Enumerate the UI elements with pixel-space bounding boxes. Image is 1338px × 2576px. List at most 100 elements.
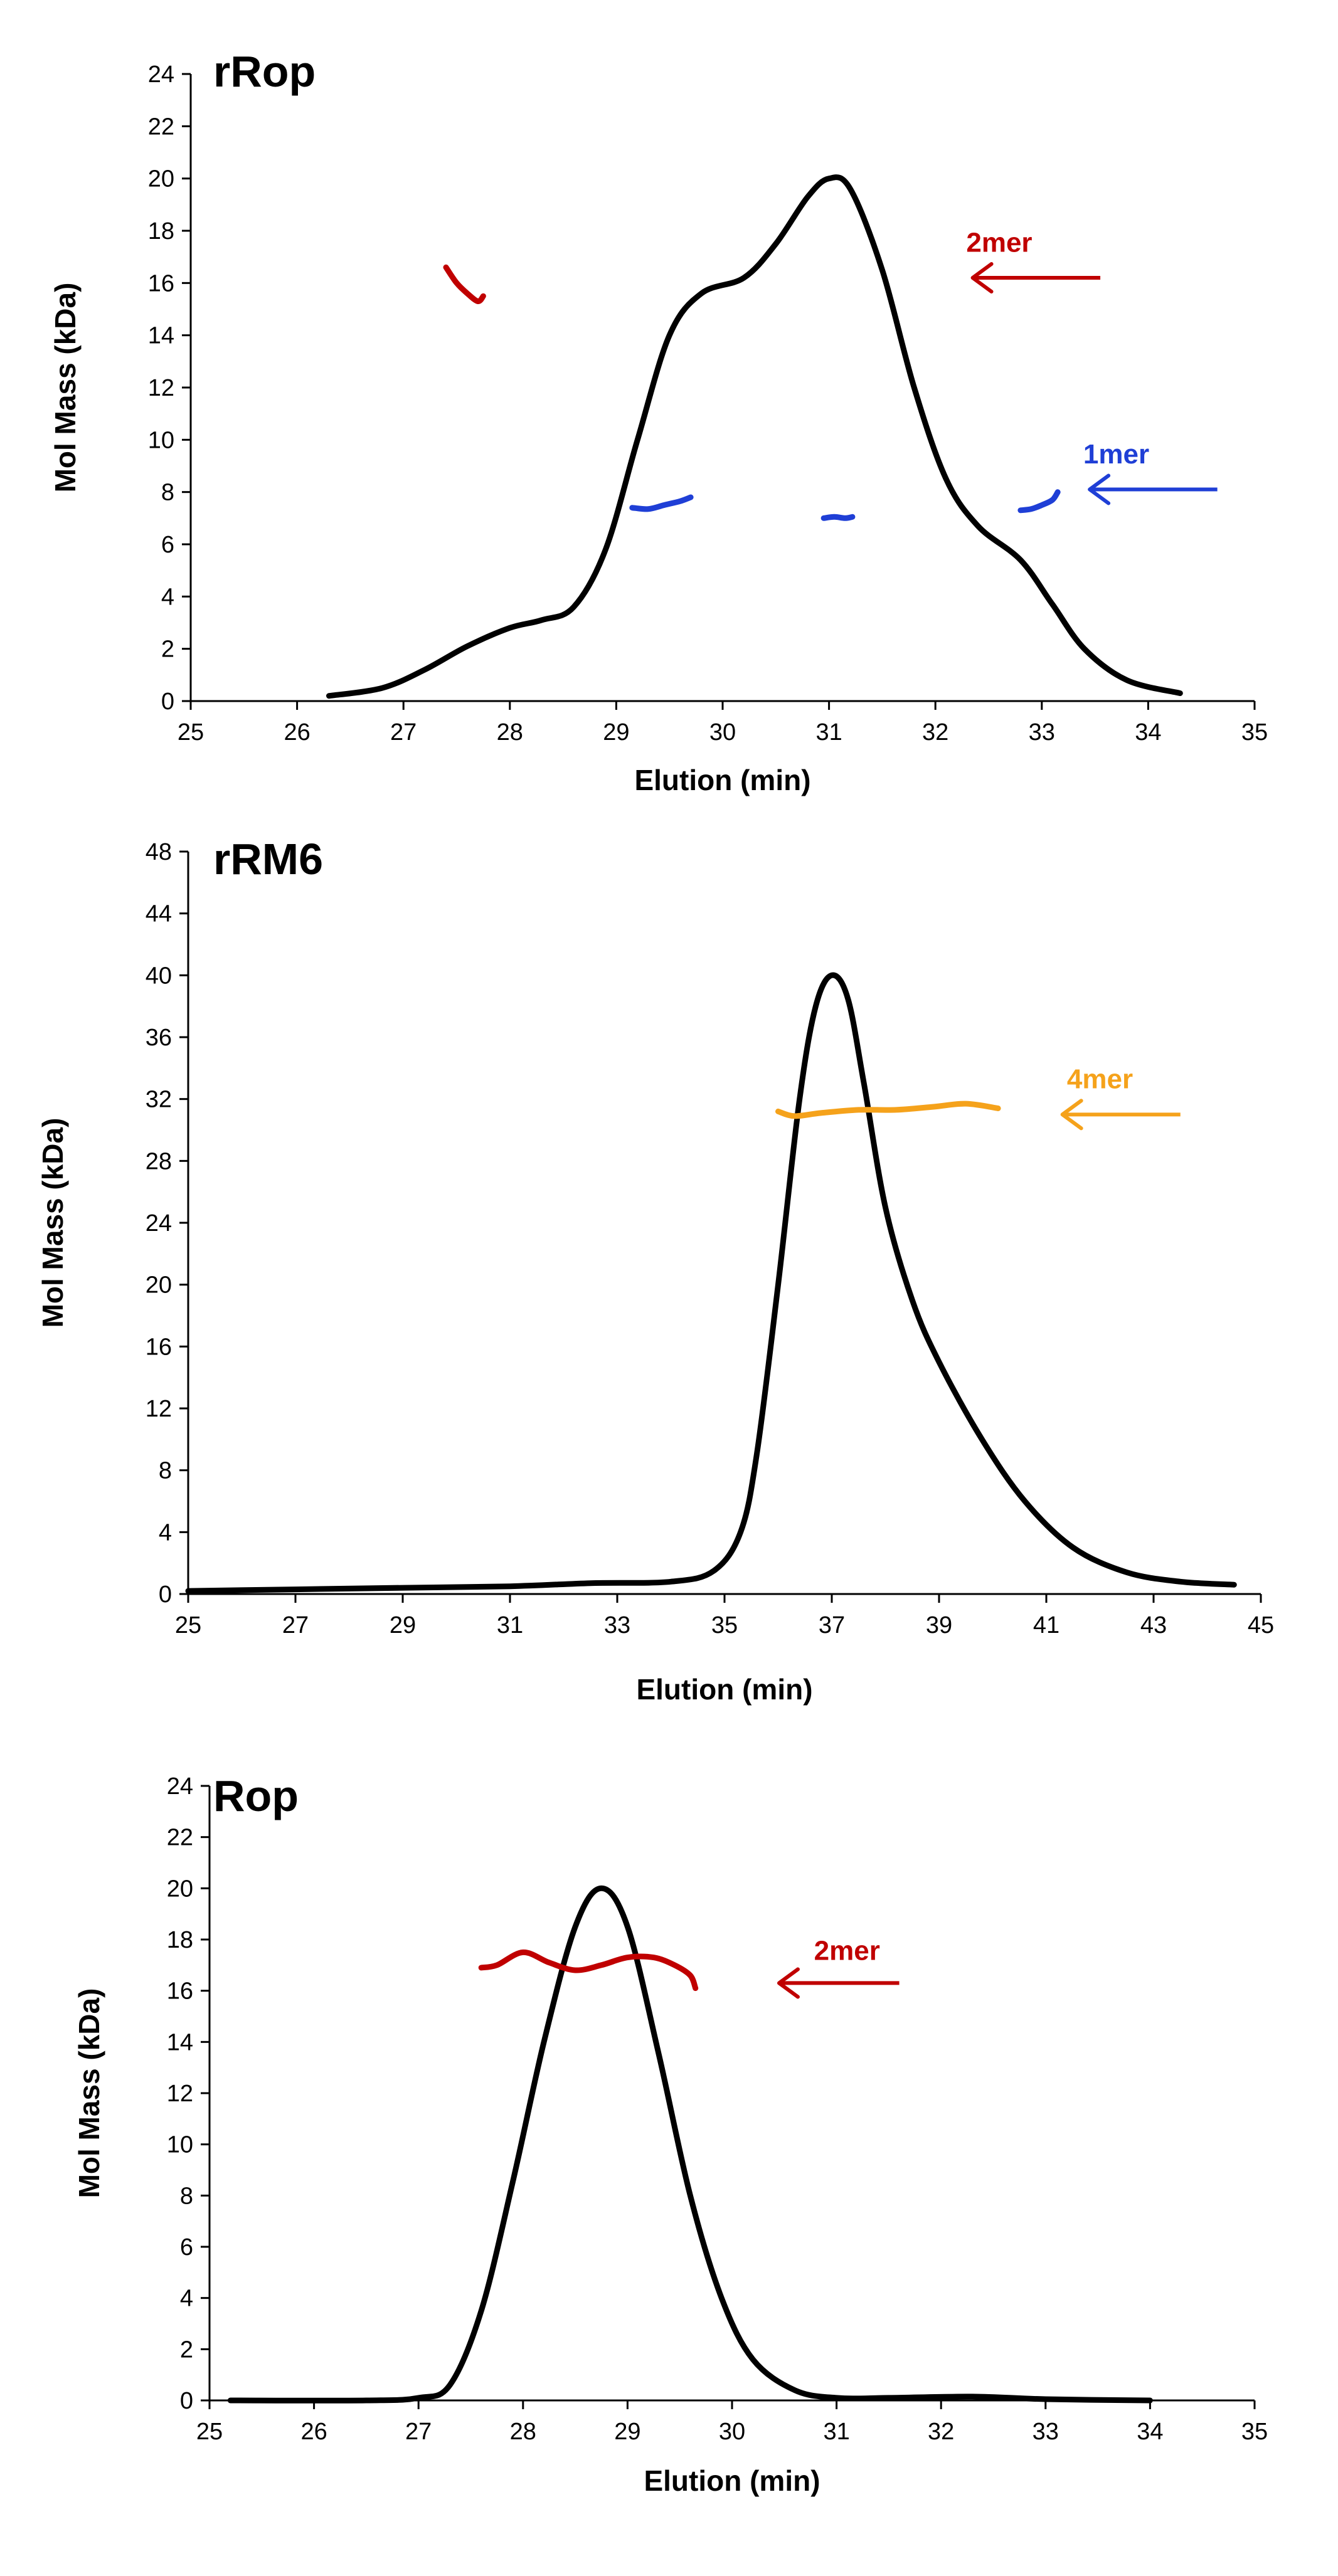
y-tick-label: 20 (148, 166, 174, 193)
y-tick-label: 20 (146, 1272, 172, 1299)
y-axis-label: Mol Mass (kDa) (49, 283, 82, 493)
annotation-label: 4mer (1067, 1064, 1133, 1094)
annotation-arrow-head (1088, 473, 1111, 505)
y-tick-label: 22 (167, 1825, 193, 1851)
x-tick-label: 30 (709, 719, 736, 746)
x-tick-label: 25 (178, 719, 204, 746)
x-tick-label: 31 (823, 2419, 849, 2445)
series-signal-line (326, 174, 1183, 699)
x-tick-label: 30 (719, 2419, 745, 2445)
x-tick-label: 26 (284, 719, 310, 746)
y-tick-label: 48 (146, 839, 172, 865)
chart-panel-Rop: 0 2 4 6 8 10 12 14 16 18 20 22 24 25 26 27 28 29 30 31 32 33 3… (0, 1706, 1338, 2576)
x-tick-label: 25 (175, 1612, 201, 1639)
x-tick-label: 27 (282, 1612, 309, 1639)
x-tick-label: 45 (1248, 1612, 1274, 1639)
x-tick-label: 29 (614, 2419, 640, 2445)
x-tick-label: 28 (497, 719, 523, 746)
x-tick-label: 32 (922, 719, 948, 746)
y-tick-label: 32 (146, 1087, 172, 1113)
x-tick-label: 33 (1033, 2419, 1059, 2445)
chart-title: rRM6 (213, 835, 323, 884)
x-axis-label: Elution (min) (634, 764, 810, 796)
x-tick-label: 29 (603, 719, 629, 746)
x-axis-label: Elution (min) (644, 2464, 820, 2497)
y-tick-label: 0 (180, 2388, 193, 2414)
annotation-arrow-head (970, 262, 994, 293)
x-tick-label: 33 (1029, 719, 1055, 746)
annotation-label: 2mer (814, 1936, 880, 1966)
series-1mer-mass-a-line (629, 494, 694, 512)
x-tick-label: 27 (390, 719, 417, 746)
y-tick-label: 12 (146, 1396, 172, 1422)
x-tick-label: 39 (926, 1612, 952, 1639)
y-tick-label: 0 (159, 1581, 172, 1608)
y-tick-label: 8 (180, 2183, 193, 2209)
y-tick-label: 4 (159, 1519, 172, 1546)
chart-title: Rop (213, 1771, 299, 1820)
series-2mer-mass-line (478, 1949, 699, 1992)
y-tick-label: 40 (146, 963, 172, 989)
y-tick-label: 24 (148, 61, 174, 88)
x-tick-label: 34 (1137, 2419, 1163, 2445)
x-tick-label: 37 (819, 1612, 845, 1639)
y-tick-label: 16 (167, 1978, 193, 2005)
y-tick-label: 22 (148, 113, 174, 140)
y-tick-label: 8 (161, 480, 174, 506)
series-1mer-mass-c-line (1017, 489, 1061, 514)
y-tick-label: 16 (148, 270, 174, 297)
y-tick-label: 24 (167, 1773, 193, 1800)
y-tick-label: 14 (148, 323, 174, 349)
x-tick-label: 29 (390, 1612, 416, 1639)
y-tick-label: 12 (167, 2081, 193, 2107)
chart-panel-rRop: 0 2 4 6 8 10 12 14 16 18 20 22 24 25 26 27 28 29 30 31 32 33 3… (0, 0, 1338, 834)
y-tick-label: 20 (167, 1876, 193, 1902)
y-tick-label: 10 (148, 427, 174, 453)
x-tick-label: 33 (604, 1612, 630, 1639)
y-tick-label: 4 (180, 2286, 193, 2312)
y-tick-label: 2 (161, 636, 174, 663)
x-tick-label: 26 (300, 2419, 327, 2445)
y-tick-label: 10 (167, 2132, 193, 2158)
x-tick-label: 35 (711, 1612, 738, 1639)
x-tick-label: 32 (928, 2419, 954, 2445)
x-tick-label: 25 (196, 2419, 223, 2445)
x-tick-label: 27 (405, 2419, 432, 2445)
series-1mer-mass-b-line (820, 514, 856, 521)
annotation-label: 1mer (1083, 439, 1149, 470)
y-tick-label: 4 (161, 584, 174, 610)
y-tick-label: 6 (161, 532, 174, 558)
chart-panel-rRM6: 0 4 8 12 16 20 24 28 32 36 40 44 48 25 27 29 31 33 35 37 39 4… (0, 834, 1338, 1706)
x-axis-label: Elution (min) (636, 1673, 812, 1706)
x-tick-label: 31 (497, 1612, 523, 1639)
y-tick-label: 28 (146, 1148, 172, 1175)
y-axis-label: Mol Mass (kDa) (73, 1988, 105, 2199)
y-tick-label: 18 (148, 218, 174, 245)
y-tick-label: 8 (159, 1458, 172, 1484)
chart-title: rRop (213, 47, 316, 96)
x-tick-label: 35 (1241, 719, 1268, 746)
x-tick-label: 34 (1135, 719, 1161, 746)
y-tick-label: 16 (146, 1334, 172, 1360)
y-tick-label: 6 (180, 2234, 193, 2261)
x-tick-label: 28 (510, 2419, 536, 2445)
series-signal-line (227, 1885, 1153, 2404)
x-tick-label: 43 (1140, 1612, 1167, 1639)
y-axis-label: Mol Mass (kDa) (36, 1118, 69, 1328)
y-tick-label: 2 (180, 2336, 193, 2363)
series-signal-line (185, 972, 1237, 1594)
x-tick-label: 41 (1033, 1612, 1059, 1639)
y-tick-label: 44 (146, 901, 172, 927)
annotation-arrow-head (777, 1967, 800, 1999)
y-tick-label: 12 (148, 375, 174, 401)
y-tick-label: 36 (146, 1025, 172, 1051)
y-tick-label: 0 (161, 689, 174, 715)
annotation-label: 2mer (966, 227, 1032, 258)
y-tick-label: 18 (167, 1927, 193, 1953)
series-4mer-mass-line (775, 1101, 1001, 1119)
y-tick-label: 14 (167, 2029, 193, 2056)
x-tick-label: 31 (815, 719, 842, 746)
